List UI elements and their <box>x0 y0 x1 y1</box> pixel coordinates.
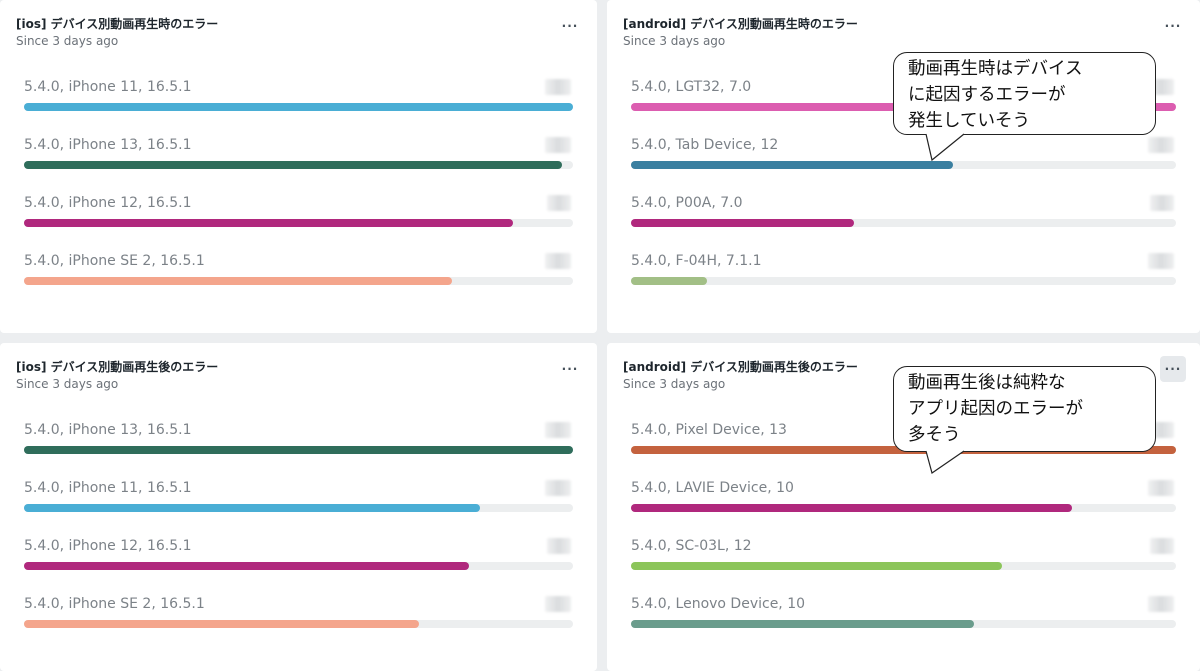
device-error-row: 5.4.0, P00A, 7.0 <box>631 195 1176 245</box>
device-label: 5.4.0, iPhone 12, 16.5.1 <box>24 538 192 554</box>
device-label: 5.4.0, P00A, 7.0 <box>631 195 743 211</box>
bar-track <box>24 219 573 227</box>
redacted-count <box>1150 195 1174 211</box>
bar-track <box>631 504 1176 512</box>
device-error-row: 5.4.0, F-04H, 7.1.1 <box>631 253 1176 303</box>
bar-track <box>24 562 573 570</box>
more-options-icon[interactable]: ··· <box>561 19 579 33</box>
ios-post-playback-errors-panel: [ios] デバイス別動画再生後のエラー Since 3 days ago ··… <box>0 343 597 671</box>
bar-fill <box>631 161 953 169</box>
device-error-row: 5.4.0, LAVIE Device, 10 <box>631 480 1176 530</box>
panel-subtitle: Since 3 days ago <box>16 377 119 391</box>
bar-fill <box>24 620 420 628</box>
device-error-row: 5.4.0, iPhone 11, 16.5.1 <box>24 79 573 129</box>
callout-line: 多そう <box>908 425 961 445</box>
redacted-count <box>1148 253 1174 269</box>
callout-line: アプリ起因のエラーが <box>908 399 1083 419</box>
annotation-callout-post-playback: 動画再生後は純粋な アプリ起因のエラーが 多そう <box>893 366 1156 452</box>
panel-subtitle: Since 3 days ago <box>623 377 726 391</box>
device-error-row: 5.4.0, iPhone 13, 16.5.1 <box>24 137 573 187</box>
bar-fill <box>24 161 563 169</box>
callout-line: に起因するエラーが <box>908 85 1066 105</box>
redacted-count <box>1150 538 1174 554</box>
panel-title: [ios] デバイス別動画再生時のエラー <box>16 17 219 31</box>
bar-fill <box>24 219 513 227</box>
redacted-count <box>1148 137 1174 153</box>
redacted-count <box>545 596 571 612</box>
bar-fill <box>24 277 453 285</box>
redacted-count <box>545 253 571 269</box>
device-label: 5.4.0, iPhone SE 2, 16.5.1 <box>24 253 205 269</box>
panel-subtitle: Since 3 days ago <box>16 34 119 48</box>
device-label: 5.4.0, iPhone 13, 16.5.1 <box>24 137 192 153</box>
device-label: 5.4.0, iPhone SE 2, 16.5.1 <box>24 596 205 612</box>
callout-tail <box>925 133 965 162</box>
more-options-icon[interactable]: ··· <box>1160 356 1186 382</box>
bar-track <box>631 161 1176 169</box>
annotation-callout-playback: 動画再生時はデバイス に起因するエラーが 発生していそう <box>893 52 1156 135</box>
device-error-row: 5.4.0, Tab Device, 12 <box>631 137 1176 187</box>
ios-playback-errors-panel: [ios] デバイス別動画再生時のエラー Since 3 days ago ··… <box>0 0 597 333</box>
device-label: 5.4.0, LGT32, 7.0 <box>631 79 752 95</box>
callout-line: 動画再生時はデバイス <box>908 59 1083 79</box>
device-label: 5.4.0, Tab Device, 12 <box>631 137 779 153</box>
redacted-count <box>547 195 571 211</box>
bar-fill <box>631 277 708 285</box>
callout-line: 動画再生後は純粋な <box>908 373 1066 393</box>
bar-track <box>24 620 573 628</box>
device-error-row: 5.4.0, SC-03L, 12 <box>631 538 1176 588</box>
more-options-icon[interactable]: ··· <box>561 362 579 376</box>
redacted-count <box>545 480 571 496</box>
device-label: 5.4.0, LAVIE Device, 10 <box>631 480 794 496</box>
device-label: 5.4.0, Lenovo Device, 10 <box>631 596 806 612</box>
bar-fill <box>24 446 573 454</box>
redacted-count <box>1148 596 1174 612</box>
device-error-row: 5.4.0, iPhone 11, 16.5.1 <box>24 480 573 530</box>
bar-track <box>631 219 1176 227</box>
device-error-row: 5.4.0, iPhone SE 2, 16.5.1 <box>24 596 573 646</box>
panel-subtitle: Since 3 days ago <box>623 34 726 48</box>
bar-track <box>24 277 573 285</box>
more-options-icon[interactable]: ··· <box>1164 19 1182 33</box>
bar-fill <box>631 620 975 628</box>
device-label: 5.4.0, iPhone 11, 16.5.1 <box>24 480 192 496</box>
bar-fill <box>24 103 573 111</box>
bar-track <box>631 277 1176 285</box>
device-error-row: 5.4.0, iPhone 13, 16.5.1 <box>24 422 573 472</box>
panel-title: [android] デバイス別動画再生後のエラー <box>623 360 858 374</box>
device-error-row: 5.4.0, iPhone 12, 16.5.1 <box>24 538 573 588</box>
bar-track <box>24 446 573 454</box>
device-label: 5.4.0, iPhone 11, 16.5.1 <box>24 79 192 95</box>
panel-title: [ios] デバイス別動画再生後のエラー <box>16 360 219 374</box>
bar-track <box>631 620 1176 628</box>
redacted-count <box>545 422 571 438</box>
callout-line: 発生していそう <box>908 111 1030 131</box>
device-label: 5.4.0, iPhone 12, 16.5.1 <box>24 195 192 211</box>
bar-track <box>24 103 573 111</box>
device-error-row: 5.4.0, iPhone SE 2, 16.5.1 <box>24 253 573 303</box>
redacted-count <box>545 137 571 153</box>
device-error-row: 5.4.0, iPhone 12, 16.5.1 <box>24 195 573 245</box>
bar-track <box>24 161 573 169</box>
device-label: 5.4.0, Pixel Device, 13 <box>631 422 787 438</box>
bar-fill <box>24 504 480 512</box>
bar-fill <box>631 219 855 227</box>
redacted-count <box>545 79 571 95</box>
bar-track <box>631 562 1176 570</box>
android-playback-errors-panel: [android] デバイス別動画再生時のエラー Since 3 days ag… <box>607 0 1200 333</box>
bar-track <box>24 504 573 512</box>
device-label: 5.4.0, iPhone 13, 16.5.1 <box>24 422 192 438</box>
device-label: 5.4.0, F-04H, 7.1.1 <box>631 253 762 269</box>
redacted-count <box>1148 480 1174 496</box>
redacted-count <box>547 538 571 554</box>
device-label: 5.4.0, SC-03L, 12 <box>631 538 752 554</box>
callout-tail <box>925 450 965 474</box>
bar-fill <box>631 562 1002 570</box>
device-error-row: 5.4.0, Lenovo Device, 10 <box>631 596 1176 646</box>
bar-fill <box>24 562 469 570</box>
bar-fill <box>631 504 1073 512</box>
panel-title: [android] デバイス別動画再生時のエラー <box>623 17 858 31</box>
